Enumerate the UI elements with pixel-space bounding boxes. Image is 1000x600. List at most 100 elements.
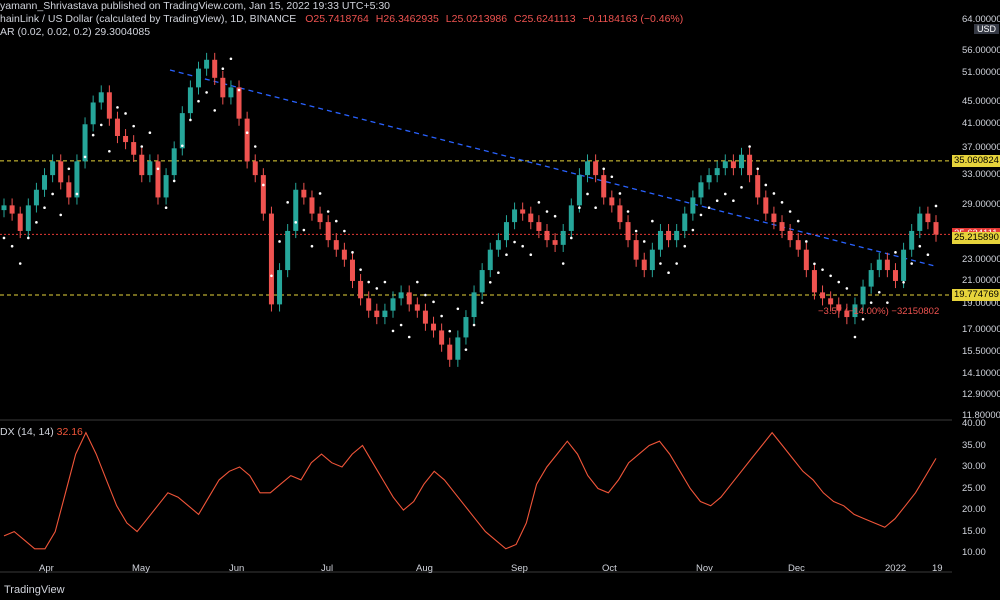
sar-dot — [27, 236, 30, 240]
candle-body — [787, 230, 793, 241]
candle-body — [82, 124, 88, 162]
sar-dot — [642, 240, 646, 243]
sar-dot — [829, 274, 832, 278]
sar-dot — [578, 206, 581, 210]
candle-body — [568, 205, 574, 231]
candle-body — [1, 205, 7, 211]
candle-body — [666, 230, 672, 241]
sar-dot — [796, 219, 800, 223]
sar-dot — [926, 253, 930, 257]
candle-body — [439, 330, 445, 345]
sar-dot — [140, 145, 144, 148]
price-chart[interactable]: −3.57 (−14.00%) −32150802 — [0, 0, 952, 600]
candle-body — [277, 270, 283, 305]
price-tick-label: 41.000000 — [962, 118, 1000, 130]
price-tick-label: 64.000000 — [962, 14, 1000, 25]
sar-dot — [334, 219, 338, 223]
candle-body — [293, 189, 299, 231]
sar-dot — [59, 213, 63, 217]
candle-body — [544, 230, 550, 241]
sar-dot — [456, 307, 460, 311]
candle-body — [714, 168, 720, 176]
adx-tick-label: 25.00 — [962, 482, 986, 494]
sar-dot — [837, 280, 841, 284]
time-tick-label: May — [132, 563, 150, 574]
sar-dot — [553, 214, 557, 218]
price-tick-label: 45.000000 — [962, 96, 1000, 108]
sar-dot — [586, 192, 589, 196]
sar-dot — [205, 91, 208, 94]
candle-body — [301, 189, 307, 198]
candle-body — [341, 249, 347, 260]
sar-dot — [75, 192, 79, 196]
sar-dot — [902, 280, 905, 284]
sar-dot — [237, 88, 241, 92]
candle-body — [560, 230, 566, 245]
sar-dot — [440, 314, 443, 318]
sar-dot — [740, 186, 743, 189]
candle-body — [260, 175, 266, 214]
candle-body — [447, 344, 453, 360]
sar-dot — [659, 262, 662, 265]
candle-body — [17, 213, 23, 231]
price-tick-label: 56.000000 — [962, 45, 1000, 57]
candle-body — [58, 161, 64, 183]
sar-dot — [343, 229, 346, 233]
sar-dot — [351, 251, 354, 254]
candle-body — [171, 148, 177, 176]
symbol-line: hainLink / US Dollar (calculated by Trad… — [0, 13, 683, 25]
sar-dot — [545, 210, 549, 213]
candle-body — [901, 249, 907, 281]
candle-body — [844, 310, 850, 318]
price-tick-label: 21.000000 — [962, 274, 1000, 286]
candle-body — [309, 197, 315, 214]
candle-body — [730, 161, 736, 169]
sar-dot — [197, 99, 200, 103]
candles — [1, 52, 939, 367]
sar-dot — [513, 240, 516, 244]
time-tick-label: Apr — [39, 563, 54, 574]
candle-body — [698, 182, 704, 198]
candle-body — [163, 175, 169, 198]
sar-dot — [877, 290, 881, 294]
ohlc-open: O25.7418764 — [305, 13, 369, 25]
sar-dot — [432, 300, 435, 304]
candle-body — [933, 222, 939, 235]
price-axis[interactable]: USD 64.000000 56.000000 51.000000 45.000000… — [952, 0, 1000, 600]
candle-body — [779, 222, 785, 231]
sar-dot — [651, 219, 654, 223]
candle-body — [244, 118, 250, 162]
sar-dot — [732, 199, 735, 203]
sar-dot — [821, 268, 824, 271]
adx-tick-label: 10.00 — [962, 547, 986, 559]
time-tick-label: Oct — [602, 563, 617, 574]
sar-dot — [780, 201, 784, 204]
candle-body — [706, 175, 712, 183]
level-price-tag: 35.060824 — [952, 154, 1000, 167]
candle-body — [398, 292, 404, 299]
time-tick-label: Dec — [788, 563, 805, 574]
currency-badge: USD — [974, 24, 1000, 34]
price-tick-label: 11.800000 — [962, 409, 1000, 421]
adx-tick-label: 20.00 — [962, 504, 986, 516]
level-price-tag: 25.215890 — [952, 232, 1000, 245]
time-tick-label: Nov — [696, 563, 713, 574]
price-tick-label: 29.000000 — [962, 199, 1000, 211]
sar-dot — [213, 109, 217, 112]
sar-dot — [845, 287, 849, 290]
candle-body — [90, 102, 96, 125]
candle-body — [585, 161, 591, 176]
candle-body — [147, 161, 153, 176]
candle-body — [925, 213, 931, 223]
sar-dot — [594, 206, 597, 210]
price-tick-label: 15.500000 — [962, 346, 1000, 358]
candle-body — [528, 213, 534, 223]
candle-body — [649, 249, 655, 271]
candle-body — [139, 154, 145, 176]
sar-dot — [99, 123, 103, 127]
candle-body — [617, 205, 623, 223]
candle-body — [601, 175, 607, 198]
sar-dot — [934, 204, 938, 208]
sar-dot — [294, 221, 298, 224]
candle-body — [431, 323, 437, 331]
